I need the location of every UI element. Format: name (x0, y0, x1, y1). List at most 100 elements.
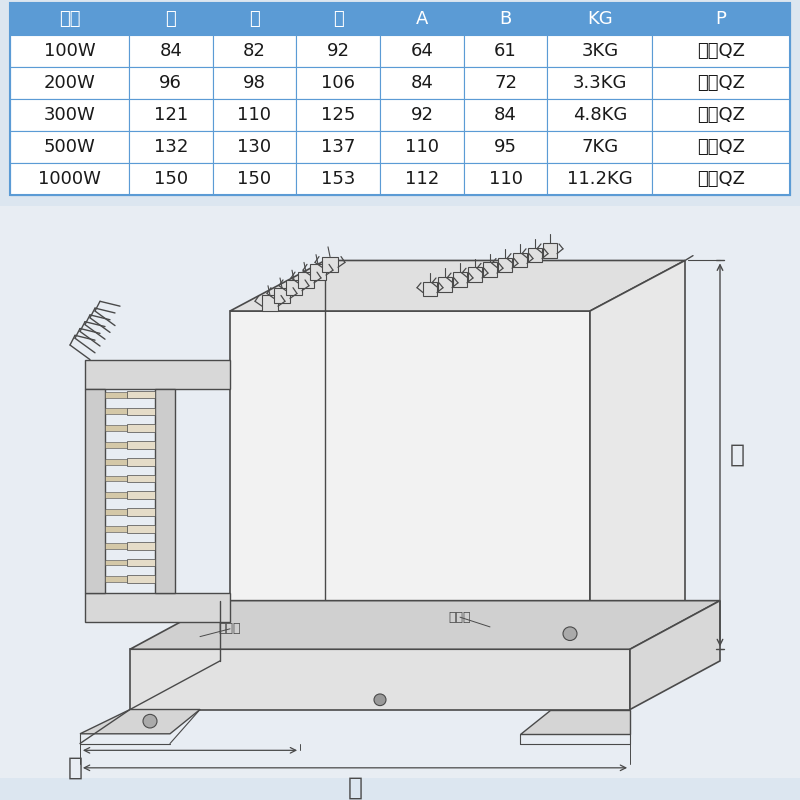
Bar (547, 131, 652, 163)
Polygon shape (298, 272, 314, 288)
Text: B: B (499, 10, 512, 28)
Text: 11.2KG: 11.2KG (567, 170, 633, 188)
Text: 84: 84 (410, 74, 434, 92)
Bar (0, 206, 800, 778)
Text: 长: 长 (166, 10, 176, 28)
Bar (213, 163, 296, 195)
Text: KG: KG (587, 10, 613, 28)
Text: 宽: 宽 (249, 10, 260, 28)
Polygon shape (127, 508, 155, 516)
Polygon shape (127, 458, 155, 466)
Bar (464, 35, 547, 67)
Text: 110: 110 (405, 138, 439, 156)
Text: 106: 106 (321, 74, 355, 92)
Bar (296, 35, 380, 67)
Text: 3KG: 3KG (581, 42, 618, 60)
Polygon shape (127, 491, 155, 499)
Bar (652, 163, 790, 195)
Text: 高: 高 (730, 443, 745, 467)
Polygon shape (127, 441, 155, 449)
Bar (129, 35, 213, 67)
Polygon shape (105, 526, 127, 532)
Text: 82: 82 (243, 42, 266, 60)
Bar (10, 99, 129, 131)
Text: 铜线QZ: 铜线QZ (697, 74, 745, 92)
Text: 型号: 型号 (58, 10, 80, 28)
Bar (547, 99, 652, 131)
Polygon shape (80, 710, 200, 734)
Text: 110: 110 (238, 106, 271, 124)
Polygon shape (520, 710, 630, 734)
Bar (380, 131, 464, 163)
Bar (213, 67, 296, 99)
Text: 150: 150 (154, 170, 188, 188)
Text: 61: 61 (494, 42, 517, 60)
Polygon shape (127, 542, 155, 550)
Bar (380, 67, 464, 99)
Bar (213, 35, 296, 67)
Text: 153: 153 (321, 170, 355, 188)
Text: 137: 137 (321, 138, 355, 156)
Polygon shape (262, 295, 278, 311)
Polygon shape (85, 360, 230, 389)
Bar (296, 163, 380, 195)
Text: 长: 长 (347, 775, 362, 799)
Text: 安装孔: 安装孔 (449, 610, 471, 624)
Polygon shape (513, 253, 527, 267)
Text: 7KG: 7KG (581, 138, 618, 156)
Circle shape (374, 694, 386, 706)
Polygon shape (105, 476, 127, 482)
Polygon shape (310, 264, 326, 280)
Bar (464, 131, 547, 163)
Bar (547, 67, 652, 99)
Bar (296, 131, 380, 163)
Polygon shape (274, 288, 290, 303)
Polygon shape (85, 389, 105, 593)
Polygon shape (127, 424, 155, 432)
Bar (10, 163, 129, 195)
Bar (547, 35, 652, 67)
Bar (652, 99, 790, 131)
Bar (129, 99, 213, 131)
Bar (10, 35, 129, 67)
Polygon shape (230, 311, 590, 651)
Text: 92: 92 (326, 42, 350, 60)
Text: 高: 高 (333, 10, 343, 28)
Circle shape (143, 714, 157, 728)
Bar (10, 131, 129, 163)
Circle shape (563, 627, 577, 641)
Text: 500W: 500W (43, 138, 95, 156)
Polygon shape (105, 542, 127, 549)
Polygon shape (127, 474, 155, 482)
Polygon shape (528, 248, 542, 262)
Text: 130: 130 (238, 138, 271, 156)
Text: 铜线QZ: 铜线QZ (697, 42, 745, 60)
Text: 300W: 300W (43, 106, 95, 124)
Text: 72: 72 (494, 74, 517, 92)
Polygon shape (105, 392, 127, 398)
Text: 铜线QZ: 铜线QZ (697, 170, 745, 188)
Text: 132: 132 (154, 138, 188, 156)
Bar (129, 67, 213, 99)
Text: 铜线QZ: 铜线QZ (697, 138, 745, 156)
Polygon shape (483, 262, 497, 277)
Bar (10, 67, 129, 99)
Text: 1000W: 1000W (38, 170, 101, 188)
Polygon shape (105, 426, 127, 431)
Bar (380, 3, 464, 35)
Polygon shape (105, 576, 127, 582)
Text: P: P (715, 10, 726, 28)
Bar (464, 99, 547, 131)
Text: 安装孔: 安装孔 (218, 622, 242, 635)
Polygon shape (543, 243, 557, 258)
Polygon shape (453, 272, 467, 286)
Text: 4.8KG: 4.8KG (573, 106, 627, 124)
Polygon shape (127, 525, 155, 533)
Text: 宽: 宽 (67, 756, 82, 780)
Polygon shape (630, 601, 720, 710)
Polygon shape (105, 459, 127, 465)
Polygon shape (286, 280, 302, 295)
Text: 3.3KG: 3.3KG (573, 74, 627, 92)
Polygon shape (85, 593, 230, 622)
Bar (129, 131, 213, 163)
